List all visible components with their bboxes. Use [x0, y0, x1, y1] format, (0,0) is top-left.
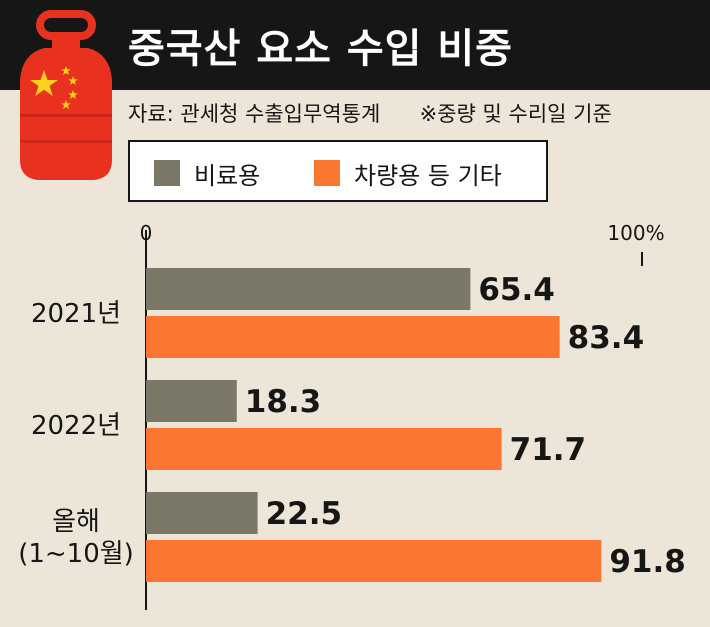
category-label-2-1: (1~10월) — [18, 539, 134, 569]
note-text: ※중량 및 수리일 기준 — [419, 102, 612, 126]
value-label-1-1: 71.7 — [510, 432, 586, 468]
bar-0-2 — [146, 492, 258, 534]
tick-label-100: 100% — [607, 221, 664, 245]
value-label-0-0: 65.4 — [478, 272, 555, 308]
value-label-0-2: 22.5 — [266, 496, 343, 532]
title-bar: 중국산 요소 수입 비중 — [0, 0, 710, 90]
bar-chart: 0 100% 65.4 18.3 22.5 83.4 71.7 91.8 2021년 2022년올… — [18, 221, 686, 610]
chart-title: 중국산 요소 수입 비중 — [128, 26, 513, 72]
tick-label-0: 0 — [140, 221, 153, 245]
value-label-1-2: 91.8 — [609, 544, 686, 580]
category-label-2-0: 올해 — [52, 507, 100, 537]
legend: 비료용 차량용 등 기타 — [128, 140, 548, 202]
bar-1-0 — [146, 316, 560, 358]
legend-swatch-fertilizer — [154, 160, 180, 186]
bar-1-2 — [146, 540, 602, 582]
category-label-1-0: 2022년 — [31, 411, 121, 441]
value-label-1-0: 83.4 — [568, 320, 645, 356]
legend-label-fertilizer: 비료용 — [194, 162, 261, 190]
bar-0-0 — [146, 268, 471, 310]
source-line: 자료: 관세청 수출입무역통계 ※중량 및 수리일 기준 — [128, 98, 612, 128]
value-label-0-1: 18.3 — [245, 384, 322, 420]
bar-0-1 — [146, 380, 237, 422]
category-label-0-0: 2021년 — [31, 299, 121, 329]
china-flag-jug-icon — [20, 10, 112, 180]
legend-label-vehicle: 차량용 등 기타 — [354, 162, 502, 190]
source-text: 자료: 관세청 수출입무역통계 — [128, 102, 381, 126]
legend-swatch-vehicle — [314, 160, 340, 186]
bar-1-1 — [146, 428, 502, 470]
